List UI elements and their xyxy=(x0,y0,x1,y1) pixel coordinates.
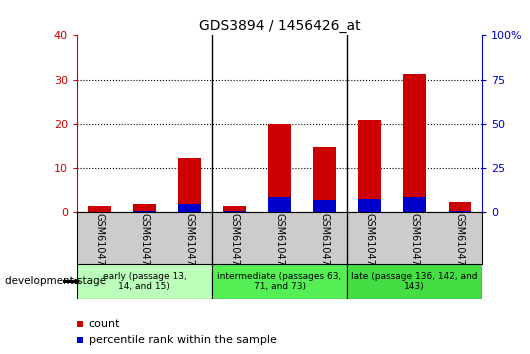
Bar xyxy=(223,206,246,212)
Bar xyxy=(212,264,347,299)
Text: GSM610478: GSM610478 xyxy=(455,213,465,273)
Text: GSM610476: GSM610476 xyxy=(365,213,375,273)
Title: GDS3894 / 1456426_at: GDS3894 / 1456426_at xyxy=(199,19,360,33)
Bar xyxy=(77,264,212,299)
Bar xyxy=(223,211,246,212)
Bar xyxy=(448,211,471,212)
Bar xyxy=(88,206,111,212)
Text: GSM610475: GSM610475 xyxy=(320,213,330,273)
Text: GSM610473: GSM610473 xyxy=(229,213,240,273)
Bar xyxy=(313,200,336,212)
Text: GSM610474: GSM610474 xyxy=(275,213,285,273)
Text: late (passage 136, 142, and
143): late (passage 136, 142, and 143) xyxy=(351,272,478,291)
Text: count: count xyxy=(89,319,120,329)
Bar xyxy=(347,264,482,299)
Text: early (passage 13,
14, and 15): early (passage 13, 14, and 15) xyxy=(102,272,187,291)
Text: GSM610477: GSM610477 xyxy=(410,213,420,273)
Text: GSM610472: GSM610472 xyxy=(184,213,195,273)
Text: development stage: development stage xyxy=(5,276,107,286)
Bar xyxy=(268,124,291,212)
Bar xyxy=(133,205,156,212)
Text: GSM610470: GSM610470 xyxy=(94,213,104,273)
Bar xyxy=(358,199,381,212)
Text: intermediate (passages 63,
71, and 73): intermediate (passages 63, 71, and 73) xyxy=(217,272,342,291)
Bar xyxy=(403,74,426,212)
Text: percentile rank within the sample: percentile rank within the sample xyxy=(89,335,276,345)
Bar xyxy=(178,158,201,212)
Bar xyxy=(403,197,426,212)
Bar xyxy=(178,205,201,212)
Bar xyxy=(268,198,291,212)
Bar xyxy=(133,211,156,212)
Text: GSM610471: GSM610471 xyxy=(139,213,149,273)
Bar xyxy=(358,120,381,212)
Bar xyxy=(448,202,471,212)
Bar xyxy=(313,147,336,212)
